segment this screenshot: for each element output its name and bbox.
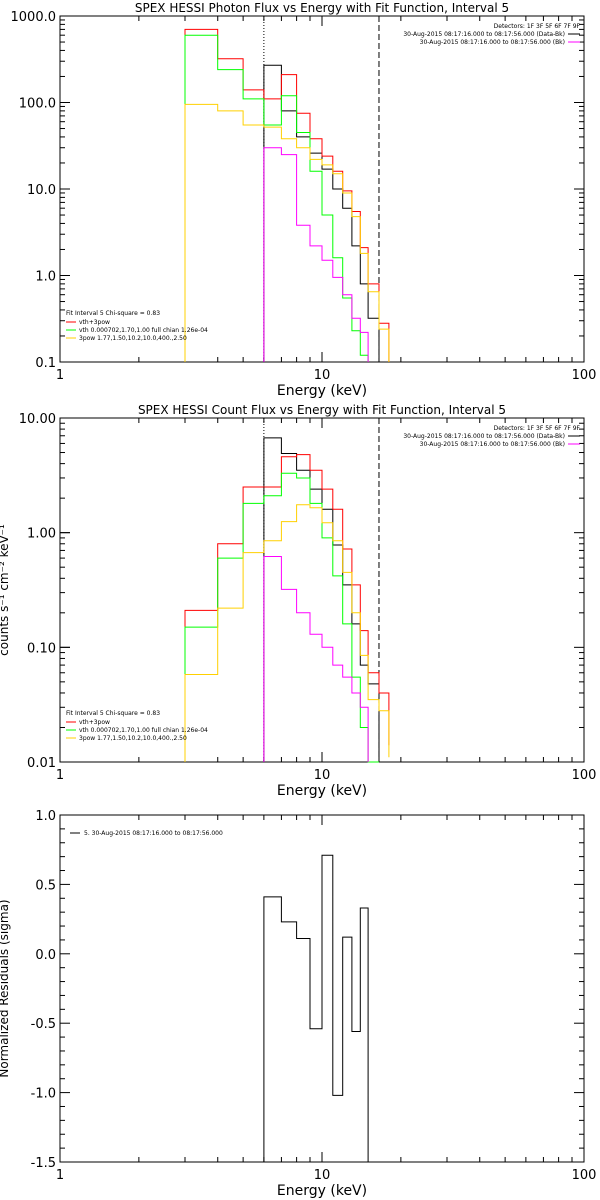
chart-title: SPEX HESSI Count Flux vs Energy with Fit… (138, 403, 506, 417)
y-tick-label: 1.0 (35, 270, 56, 285)
x-tick-label: 1 (56, 368, 64, 383)
x-tick-label: 10 (314, 1168, 331, 1183)
legend-left-header: Fit Interval 5 Chi-square = 0.83 (66, 310, 160, 317)
legend-right-label: 30-Aug-2015 08:17:16.000 to 08:17:56.000… (420, 39, 565, 46)
series-line-3 (184, 472, 379, 763)
legend-left-label: 3pow 1.77,1.50,10.2,10.0,400.,2.50 (79, 735, 187, 742)
chart-panel-3: 1 10 100 Energy (keV) -1.5 -1.0 -0.5 0.0 0.5 1.0 N… (0, 809, 596, 1199)
x-tick-label: 100 (572, 768, 597, 783)
legend-right-header: Detectors: 1F 3F 5F 6F 7F 9F (494, 23, 581, 30)
chart-title: SPEX HESSI Photon Flux vs Energy with Fi… (135, 1, 509, 15)
x-axis-label: Energy (keV) (277, 383, 367, 399)
x-tick-label: 10 (314, 768, 331, 783)
x-tick-label: 10 (314, 368, 331, 383)
legend-right-header: Detectors: 1F 3F 5F 6F 7F 9F (494, 425, 581, 432)
x-tick-label: 100 (572, 368, 597, 383)
x-axis-label: Energy (keV) (277, 1183, 367, 1199)
legend-right-label: 30-Aug-2015 08:17:16.000 to 08:17:56.000… (403, 31, 565, 38)
chart-panel-2: SPEX HESSI Count Flux vs Energy with Fit… (0, 403, 596, 799)
y-tick-label: 0.5 (35, 878, 56, 893)
series-line-1 (263, 854, 379, 1163)
series-line-4 (184, 504, 390, 762)
y-tick-label: 1000.0 (11, 10, 57, 25)
legend-left-label: vth 0.000702,1.70,1.00 full chian 1.26e-… (79, 727, 208, 734)
series-line-1 (263, 64, 380, 362)
y-tick-label: -0.5 (31, 1017, 56, 1032)
y-tick-label: 0.1 (35, 356, 56, 371)
legend-left-label: vth+3pow (79, 719, 110, 726)
y-tick-label: 0.01 (27, 756, 56, 771)
series-line-2 (184, 454, 390, 762)
legend-left-label: vth+3pow (79, 319, 110, 326)
x-tick-label: 1 (56, 1168, 64, 1183)
legend-left-label: 3pow 1.77,1.50,10.2,10.0,400.,2.50 (79, 335, 187, 342)
y-tick-label: 1.00 (27, 527, 56, 542)
series-line-5 (263, 556, 369, 762)
chart-panel-1: SPEX HESSI Photon Flux vs Energy with Fi… (11, 1, 597, 399)
y-tick-label: 0.10 (27, 641, 56, 656)
series-line-3 (184, 34, 369, 362)
legend-label: 5. 30-Aug-2015 08:17:16.000 to 08:17:56.… (84, 830, 223, 837)
y-axis-label: counts s⁻¹ cm⁻² keV⁻¹ (0, 524, 11, 656)
legend-left-label: vth 0.000702,1.70,1.00 full chian 1.26e-… (79, 327, 208, 334)
y-tick-label: 1.0 (35, 809, 56, 824)
legend-right-label: 30-Aug-2015 08:17:16.000 to 08:17:56.000… (403, 433, 565, 440)
x-tick-label: 1 (56, 768, 64, 783)
y-tick-label: 100.0 (19, 97, 56, 112)
y-tick-label: -1.0 (31, 1087, 56, 1102)
y-tick-label: 10.0 (27, 183, 56, 198)
y-tick-label: 0.0 (35, 948, 56, 963)
y-axis-label: Normalized Residuals (sigma) (0, 899, 11, 1077)
series-line-2 (184, 28, 390, 362)
legend-right-label: 30-Aug-2015 08:17:16.000 to 08:17:56.000… (420, 441, 565, 448)
legend-left-header: Fit Interval 5 Chi-square = 0.83 (66, 710, 160, 717)
x-axis-label: Energy (keV) (277, 783, 367, 799)
y-tick-label: 10.00 (19, 412, 56, 427)
series-line-4 (184, 103, 390, 362)
series-line-5 (263, 147, 369, 362)
y-tick-label: -1.5 (31, 1156, 56, 1171)
x-tick-label: 100 (572, 1168, 597, 1183)
